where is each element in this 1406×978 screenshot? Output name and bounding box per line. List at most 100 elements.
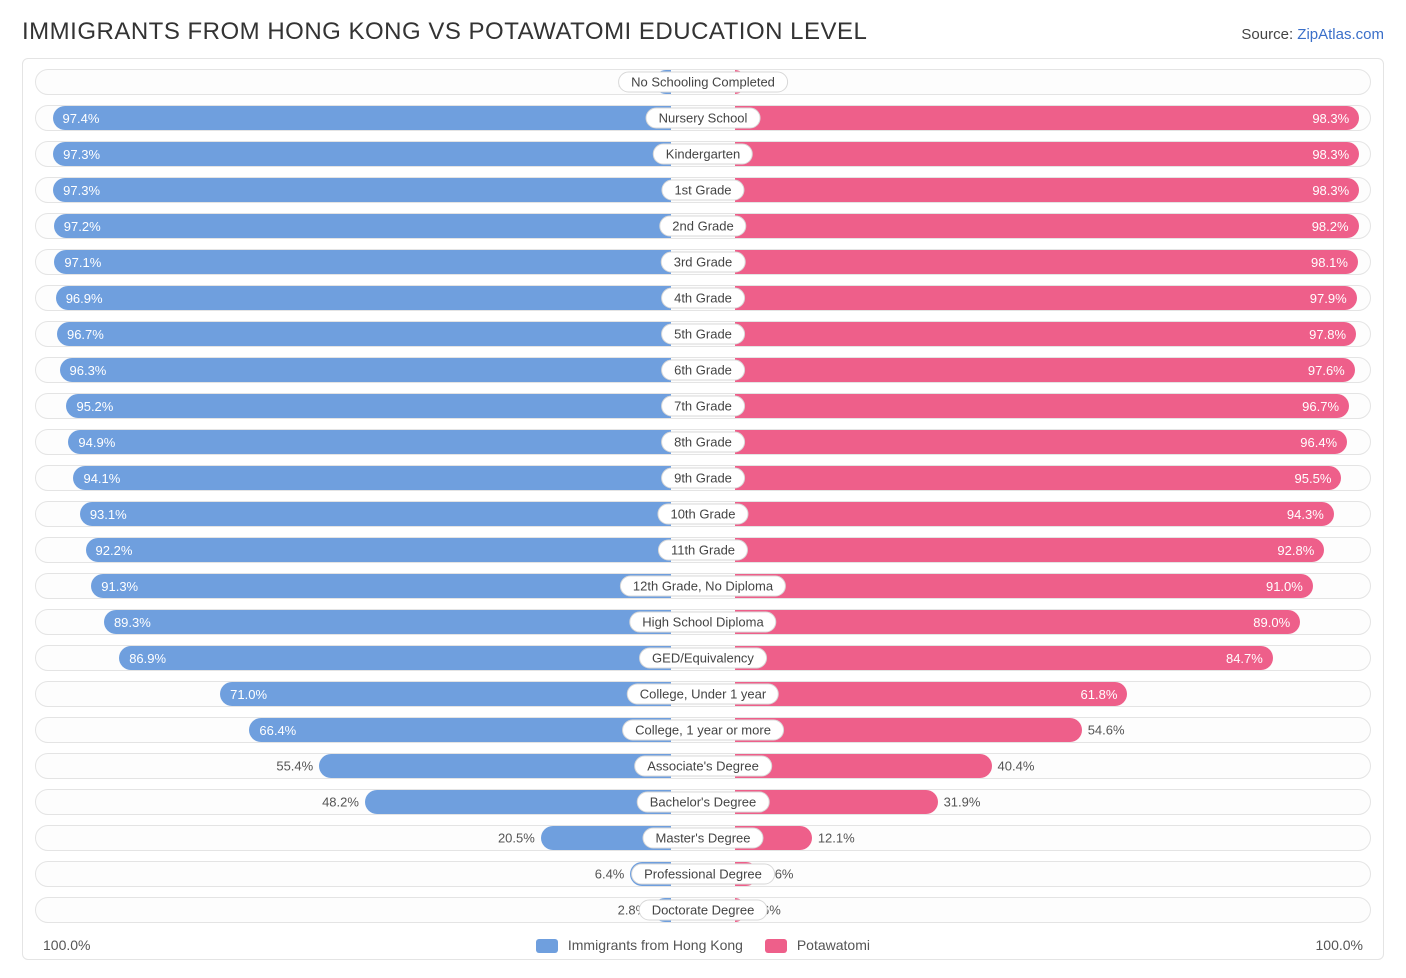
chart-row: 96.3% 97.6%6th Grade [35, 357, 1371, 383]
chart-row: 48.2% 31.9% Bachelor's Degree [35, 789, 1371, 815]
bar-right: 95.5% [735, 466, 1341, 490]
value-left: 6.4% [595, 867, 625, 882]
bar-left: 94.1% [73, 466, 671, 490]
bar-left: 71.0% [220, 682, 671, 706]
chart-row: 94.9% 96.4%8th Grade [35, 429, 1371, 455]
bar-right: 61.8% [735, 682, 1127, 706]
legend-right-series: Potawatomi [765, 937, 870, 953]
bar-right [735, 718, 1082, 742]
category-label: 4th Grade [661, 288, 745, 309]
chart-row: 96.7% 97.8%5th Grade [35, 321, 1371, 347]
bar-right: 97.8% [735, 322, 1356, 346]
category-label: GED/Equivalency [639, 648, 767, 669]
value-left: 48.2% [322, 795, 359, 810]
legend-left-series: Immigrants from Hong Kong [536, 937, 743, 953]
chart-row: 97.3%98.3%Kindergarten [35, 141, 1371, 167]
category-label: College, 1 year or more [622, 720, 784, 741]
bar-right: 91.0% [735, 574, 1313, 598]
category-label: 6th Grade [661, 360, 745, 381]
chart-row: 93.1% 94.3%10th Grade [35, 501, 1371, 527]
category-label: 12th Grade, No Diploma [620, 576, 786, 597]
bar-right: 84.7% [735, 646, 1273, 670]
chart-title: IMMIGRANTS FROM HONG KONG VS POTAWATOMI … [22, 18, 867, 46]
bar-right: 98.3% [735, 106, 1359, 130]
chart-row: 86.9% 84.7%GED/Equivalency [35, 645, 1371, 671]
bar-right: 96.4% [735, 430, 1347, 454]
value-left: 55.4% [276, 759, 313, 774]
bar-right: 97.6% [735, 358, 1355, 382]
category-label: 3rd Grade [661, 252, 746, 273]
bar-right: 98.3% [735, 178, 1359, 202]
bar-left: 95.2% [66, 394, 671, 418]
chart-row: 97.2%98.2%2nd Grade [35, 213, 1371, 239]
category-label: 10th Grade [657, 504, 748, 525]
category-label: 7th Grade [661, 396, 745, 417]
education-diverging-bar-chart: 2.7%1.7%No Schooling Completed 97.4% 98.3%… [22, 58, 1384, 960]
bar-right: 98.1% [735, 250, 1358, 274]
bar-left [365, 790, 671, 814]
category-label: Bachelor's Degree [637, 792, 770, 813]
bar-left: 97.4% [53, 106, 671, 130]
legend-swatch-right [765, 939, 787, 953]
legend-swatch-left [536, 939, 558, 953]
chart-row: 97.3% 98.3%1st Grade [35, 177, 1371, 203]
chart-row: 94.1% 95.5%9th Grade [35, 465, 1371, 491]
chart-row: 20.5% 12.1% Master's Degree [35, 825, 1371, 851]
value-right: 40.4% [998, 759, 1035, 774]
bar-left: 66.4% [249, 718, 671, 742]
bar-right: 89.0% [735, 610, 1300, 634]
category-label: 8th Grade [661, 432, 745, 453]
bar-right: 94.3% [735, 502, 1334, 526]
bar-right: 96.7% [735, 394, 1349, 418]
bar-left: 89.3% [104, 610, 671, 634]
chart-row: 91.3% 91.0%12th Grade, No Diploma [35, 573, 1371, 599]
bar-left [319, 754, 671, 778]
bar-left: 96.9% [56, 286, 671, 310]
bar-right [735, 754, 992, 778]
category-label: 2nd Grade [659, 216, 746, 237]
legend-right-label: Potawatomi [797, 937, 870, 953]
source-link[interactable]: ZipAtlas.com [1297, 26, 1384, 43]
bar-left: 97.3% [53, 178, 671, 202]
bar-left: 94.9% [68, 430, 671, 454]
chart-row: 71.0% 61.8%College, Under 1 year [35, 681, 1371, 707]
bar-right: 97.9% [735, 286, 1357, 310]
category-label: Master's Degree [643, 828, 764, 849]
category-label: Professional Degree [631, 864, 775, 885]
bar-left: 96.7% [57, 322, 671, 346]
value-right: 54.6% [1088, 723, 1125, 738]
source-label: Source: [1241, 26, 1293, 43]
category-label: 11th Grade [658, 540, 748, 561]
bar-left: 92.2% [86, 538, 671, 562]
chart-row: 2.7%1.7%No Schooling Completed [35, 69, 1371, 95]
category-label: 5th Grade [661, 324, 745, 345]
bar-left: 91.3% [91, 574, 671, 598]
chart-row: 92.2% 92.8%11th Grade [35, 537, 1371, 563]
bar-left: 97.3% [53, 142, 671, 166]
chart-row: 95.2% 96.7%7th Grade [35, 393, 1371, 419]
bar-left: 97.1% [54, 250, 671, 274]
category-label: Doctorate Degree [639, 900, 768, 921]
value-right: 31.9% [944, 795, 981, 810]
bar-left: 96.3% [60, 358, 672, 382]
bar-left: 93.1% [80, 502, 671, 526]
chart-row: 97.1% 98.1%3rd Grade [35, 249, 1371, 275]
bar-left: 86.9% [119, 646, 671, 670]
chart-row: 6.4%3.6%Professional Degree [35, 861, 1371, 887]
category-label: High School Diploma [629, 612, 776, 633]
axis-right-max: 100.0% [1316, 937, 1363, 953]
value-left: 20.5% [498, 831, 535, 846]
category-label: College, Under 1 year [627, 684, 779, 705]
chart-row: 66.4% 54.6% College, 1 year or more [35, 717, 1371, 743]
category-label: 9th Grade [661, 468, 745, 489]
axis-left-max: 100.0% [43, 937, 90, 953]
bar-right: 98.2% [735, 214, 1359, 238]
source-attribution: Source: ZipAtlas.com [1241, 26, 1384, 43]
category-label: Kindergarten [653, 144, 753, 165]
category-label: 1st Grade [661, 180, 744, 201]
category-label: Associate's Degree [634, 756, 772, 777]
legend-left-label: Immigrants from Hong Kong [568, 937, 743, 953]
value-right: 12.1% [818, 831, 855, 846]
category-label: Nursery School [646, 108, 761, 129]
bar-right: 92.8% [735, 538, 1324, 562]
